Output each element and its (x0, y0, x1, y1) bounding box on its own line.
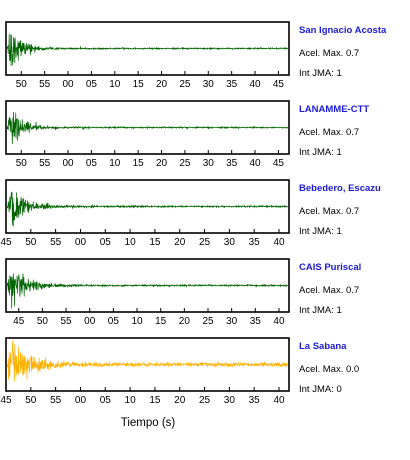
tick-label: 35 (249, 395, 261, 406)
tick-label: 05 (86, 79, 98, 90)
tick-label: 55 (50, 237, 62, 248)
tick-label: 35 (226, 79, 238, 90)
tick-label: 35 (249, 237, 261, 248)
panels-group: 50 55 00 05 10 15 20 25 30 35 40 45 San Ignacio Acos… (0, 21, 387, 406)
tick-label: 25 (179, 79, 191, 90)
tick-label: 15 (133, 79, 145, 90)
tick-label: 40 (273, 316, 285, 327)
jma-intensity-label: Int JMA: 0 (299, 384, 342, 395)
tick-label: 10 (125, 395, 137, 406)
max-accel-label: Acel. Max. 0.7 (299, 285, 359, 296)
tick-label: 00 (75, 237, 87, 248)
tick-label: 15 (149, 237, 161, 248)
station-name: San Ignacio Acosta (299, 25, 387, 36)
tick-label: 55 (39, 158, 51, 169)
waveform-trace (6, 340, 289, 382)
tick-label: 50 (37, 316, 49, 327)
max-accel-label: Acel. Max. 0.0 (299, 364, 359, 375)
jma-intensity-label: Int JMA: 1 (299, 226, 342, 237)
tick-label: 15 (149, 395, 161, 406)
tick-label: 30 (226, 316, 238, 327)
tick-label: 45 (13, 316, 25, 327)
tick-label: 20 (179, 316, 191, 327)
tick-label: 20 (174, 237, 186, 248)
tick-label: 05 (100, 395, 112, 406)
tick-label: 20 (156, 79, 168, 90)
tick-label: 45 (273, 158, 285, 169)
tick-label: 50 (25, 237, 37, 248)
tick-label: 05 (86, 158, 98, 169)
tick-label: 30 (224, 237, 236, 248)
tick-label: 40 (273, 395, 285, 406)
max-accel-label: Acel. Max. 0.7 (299, 48, 359, 59)
tick-label: 35 (226, 158, 238, 169)
tick-label: 10 (109, 158, 121, 169)
tick-label: 40 (249, 79, 261, 90)
jma-intensity-label: Int JMA: 1 (299, 305, 342, 316)
tick-label: 55 (60, 316, 72, 327)
tick-label: 00 (75, 395, 87, 406)
panel-4: 45 50 55 00 05 10 15 20 25 30 35 40 CAIS Puriscal Ace… (5, 258, 361, 327)
tick-label: 50 (16, 158, 28, 169)
tick-label: 25 (202, 316, 214, 327)
tick-label: 20 (174, 395, 186, 406)
tick-label: 10 (109, 79, 121, 90)
tick-label: 15 (133, 158, 145, 169)
tick-label: 40 (249, 158, 261, 169)
tick-label: 30 (203, 158, 215, 169)
panel-3: 45 50 55 00 05 10 15 20 25 30 35 40 Bebedero, Escazu… (0, 179, 381, 248)
panel-5: 45 50 55 00 05 10 15 20 25 30 35 40 La Sabana Acel. M… (0, 337, 359, 406)
tick-label: 20 (156, 158, 168, 169)
tick-label: 50 (16, 79, 28, 90)
max-accel-label: Acel. Max. 0.7 (299, 206, 359, 217)
tick-label: 30 (203, 79, 215, 90)
tick-label: 25 (179, 158, 191, 169)
jma-intensity-label: Int JMA: 1 (299, 68, 342, 79)
tick-label: 45 (273, 79, 285, 90)
tick-label: 45 (0, 395, 12, 406)
waveform-trace (6, 191, 289, 227)
waveform-trace (6, 33, 289, 67)
tick-label: 25 (199, 237, 211, 248)
tick-label: 00 (84, 316, 96, 327)
tick-label: 10 (125, 237, 137, 248)
x-axis-title: Tiempo (s) (121, 417, 176, 429)
tick-label: 30 (224, 395, 236, 406)
waveform-trace (6, 112, 289, 145)
waveform-trace (6, 273, 289, 309)
tick-label: 45 (0, 237, 12, 248)
station-name: La Sabana (299, 341, 347, 352)
station-name: LANAMME-CTT (299, 104, 369, 115)
panel-2: 50 55 00 05 10 15 20 25 30 35 40 45 LANAMME-CTT Acel.… (5, 100, 369, 169)
panel-1: 50 55 00 05 10 15 20 25 30 35 40 45 San Ignacio Acos… (5, 21, 387, 90)
tick-label: 05 (108, 316, 120, 327)
station-name: CAIS Puriscal (299, 262, 361, 273)
tick-label: 15 (155, 316, 167, 327)
tick-label: 10 (131, 316, 143, 327)
tick-label: 00 (62, 158, 74, 169)
max-accel-label: Acel. Max. 0.7 (299, 127, 359, 138)
station-name: Bebedero, Escazu (299, 183, 381, 194)
jma-intensity-label: Int JMA: 1 (299, 147, 342, 158)
tick-label: 40 (273, 237, 285, 248)
tick-label: 35 (250, 316, 262, 327)
tick-label: 25 (199, 395, 211, 406)
tick-label: 55 (50, 395, 62, 406)
tick-label: 50 (25, 395, 37, 406)
tick-label: 55 (39, 79, 51, 90)
tick-label: 00 (62, 79, 74, 90)
tick-label: 05 (100, 237, 112, 248)
